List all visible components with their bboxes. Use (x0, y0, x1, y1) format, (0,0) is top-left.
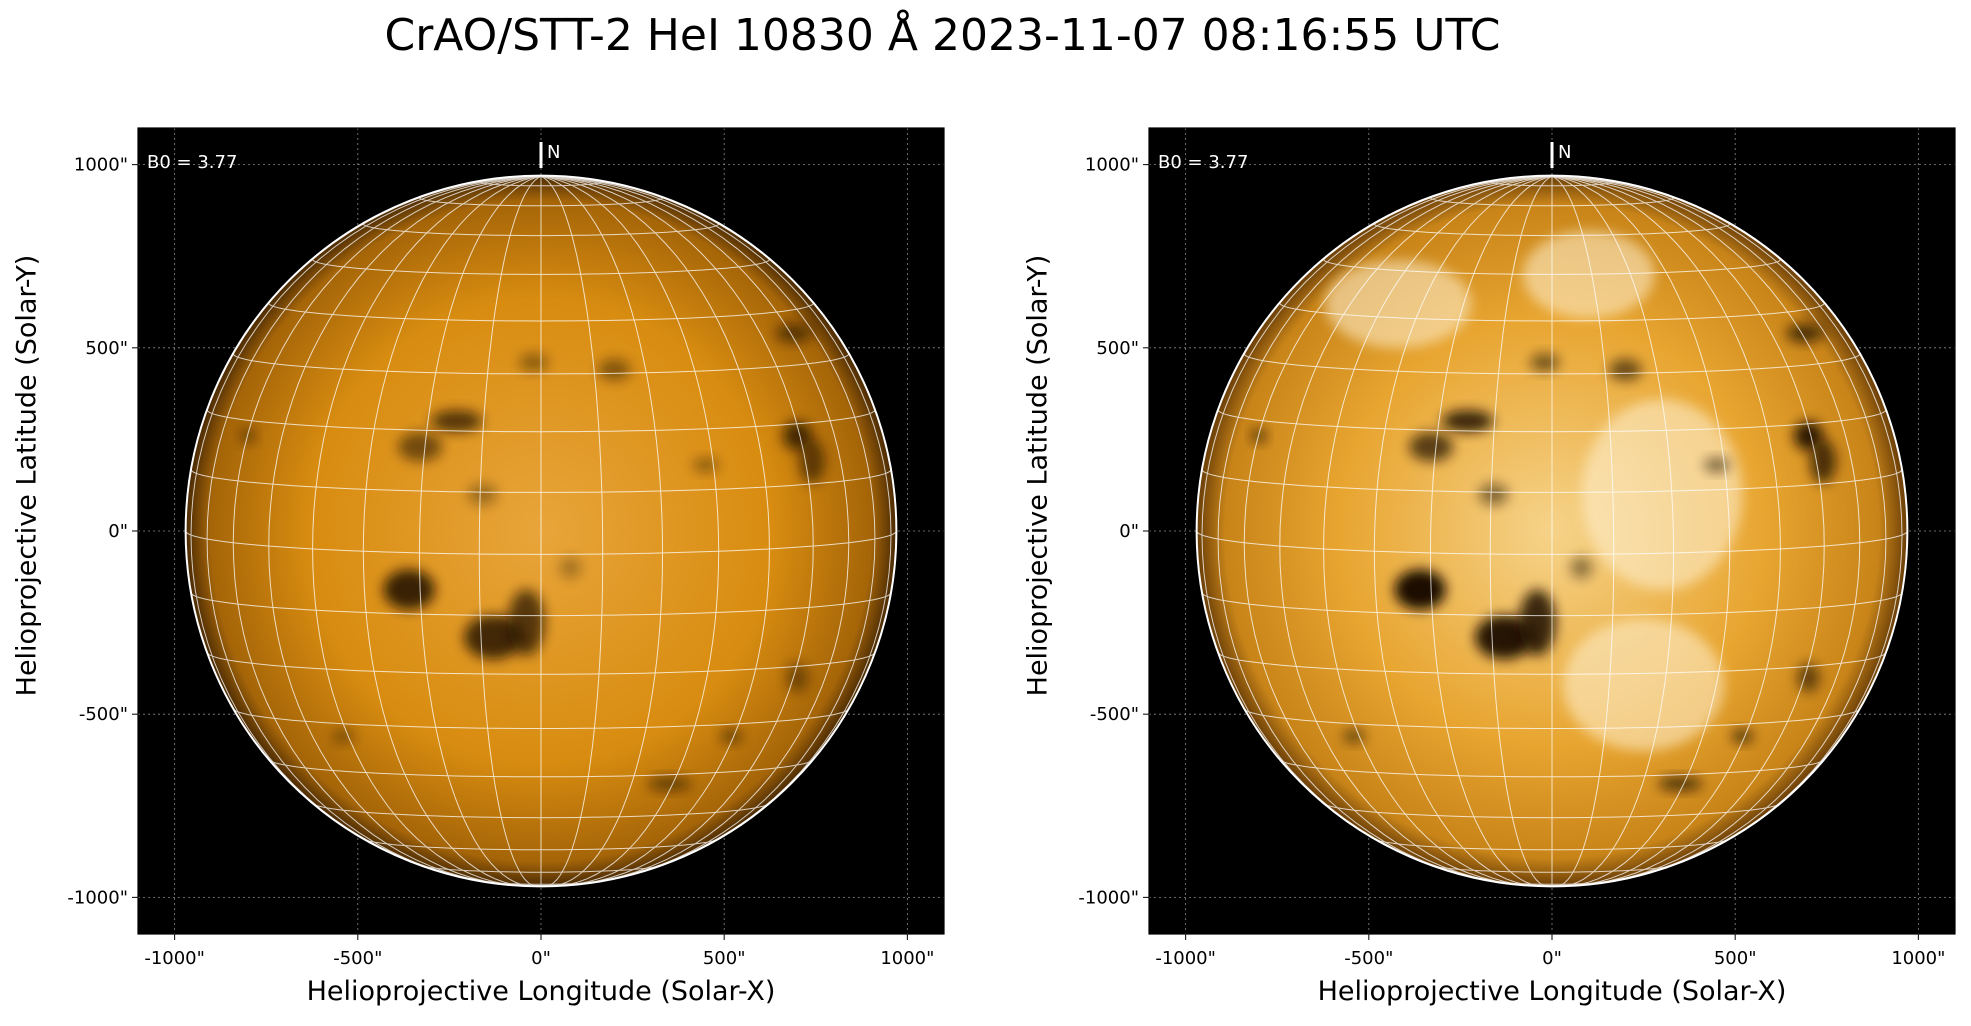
x-tick-label: 0" (531, 948, 551, 969)
dark-filament (431, 410, 483, 433)
left-sun-image: N B0 = 3.77 -1000" -500" 0" 500" 1000" 1000" 500… (67, 127, 945, 969)
y-tick-label: -500" (79, 704, 128, 725)
bright-region (1324, 259, 1472, 348)
right-sun-image: N B0 = 3.77 -1000" -500" 0" 500" 1000" 1000" 500… (1078, 127, 1956, 969)
dark-filament (1530, 353, 1560, 372)
x-tick-label: -1000" (1155, 948, 1216, 969)
x-tick-label: 500" (1714, 948, 1757, 969)
dark-filament (508, 589, 545, 656)
dark-filament (786, 662, 809, 693)
disk-features (240, 324, 825, 792)
dark-filament (799, 439, 825, 484)
dark-filament (332, 728, 355, 744)
dark-filament (1409, 432, 1454, 462)
dark-filament (398, 432, 443, 462)
left-sun-panel: N B0 = 3.77 -1000" -500" 0" 500" 1000" 1000" 500… (0, 100, 980, 1020)
dark-filament (782, 421, 813, 451)
x-tick-label: -500" (333, 948, 382, 969)
dark-filament (1394, 569, 1446, 610)
dark-filament (1475, 615, 1534, 660)
x-tick-label: 500" (703, 948, 746, 969)
y-tick-label: 1000" (1085, 155, 1139, 176)
x-tick-label: 1000" (1891, 948, 1945, 969)
y-tick-label: 0" (1119, 521, 1139, 542)
dark-filament (1810, 439, 1836, 484)
x-axis-label: Helioprojective Longitude (Solar-X) (1317, 976, 1787, 1007)
bright-region (1581, 399, 1743, 590)
b0-label: B0 = 3.77 (147, 152, 237, 173)
x-axis-label: Helioprojective Longitude (Solar-X) (306, 976, 776, 1007)
b0-label: B0 = 3.77 (1158, 152, 1248, 173)
dark-filament (693, 457, 719, 473)
dark-filament (559, 556, 582, 579)
dark-filament (1478, 483, 1509, 506)
solar-limb (1195, 174, 1909, 888)
y-tick-label: 1000" (74, 155, 128, 176)
y-axis-label: Helioprojective Latitude (Solar-Y) (1022, 254, 1054, 697)
dark-filament (1343, 728, 1366, 744)
dark-filament (1608, 358, 1642, 381)
dark-filament (597, 358, 631, 381)
dark-filament (519, 353, 549, 372)
right-sun-panel: N B0 = 3.77 -1000" -500" 0" 500" 1000" 1000" 500… (1011, 100, 1971, 1020)
y-tick-label: 500" (85, 338, 128, 359)
dark-filament (383, 569, 435, 610)
x-tick-label: -1000" (144, 948, 205, 969)
disk-features (1251, 230, 1836, 792)
y-tick-label: -500" (1090, 704, 1139, 725)
dark-filament (1704, 457, 1730, 473)
dark-filament (464, 615, 523, 660)
dark-filament (1658, 776, 1703, 792)
dark-filament (720, 728, 743, 744)
y-tick-label: -1000" (1078, 887, 1139, 908)
north-label: N (547, 142, 560, 163)
dark-filament (467, 483, 498, 506)
dark-filament (1786, 324, 1824, 343)
dark-filament (1797, 662, 1820, 693)
figure-title: CrAO/STT-2 HeI 10830 Å 2023-11-07 08:16:… (384, 10, 1501, 61)
dark-filament (1442, 410, 1494, 433)
dark-filament (775, 324, 813, 343)
y-axis-label: Helioprojective Latitude (Solar-Y) (11, 254, 43, 697)
dark-filament (1570, 556, 1593, 579)
x-tick-label: 0" (1542, 948, 1562, 969)
dark-filament (647, 776, 692, 792)
dark-filament (1793, 421, 1824, 451)
y-tick-label: 500" (1096, 338, 1139, 359)
dark-filament (1731, 728, 1754, 744)
north-label: N (1558, 142, 1571, 163)
y-tick-label: 0" (108, 521, 128, 542)
x-tick-label: -500" (1344, 948, 1393, 969)
dark-filament (1519, 589, 1556, 656)
solar-limb (184, 174, 898, 888)
x-tick-label: 1000" (880, 948, 934, 969)
bright-region (1562, 618, 1725, 751)
y-tick-label: -1000" (67, 887, 128, 908)
